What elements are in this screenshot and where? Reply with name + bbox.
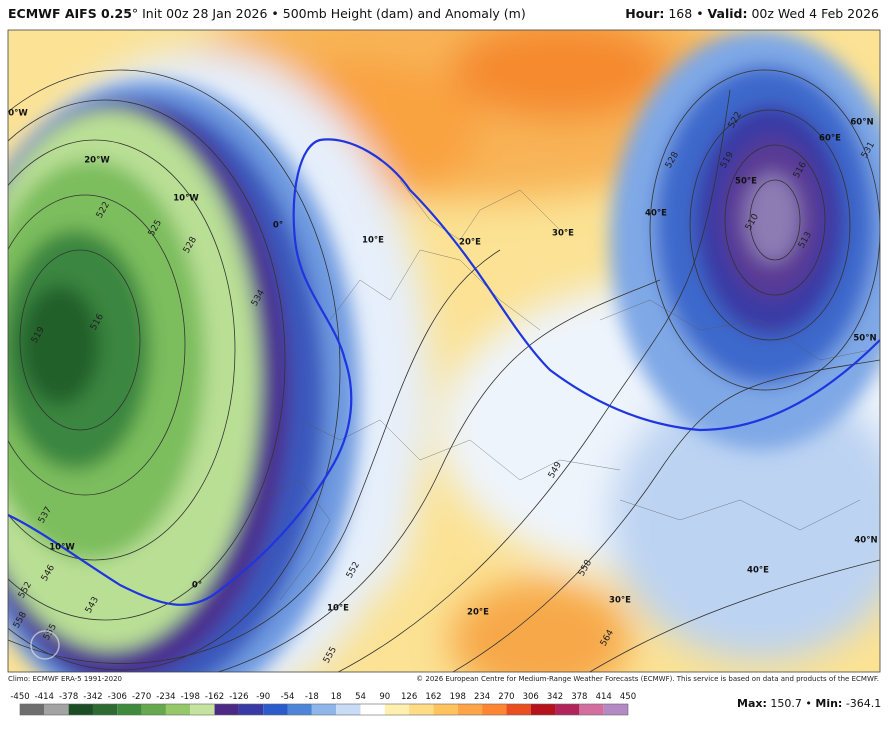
colorbar-segment [336,704,361,715]
grid-label: 60°E [819,134,841,144]
colorbar: -450 -414 -378 -342 -306 -270 -234 -198 -162 -126… [10,692,636,716]
colorbar-segment [433,704,458,715]
grid-label: 50°N [853,334,876,344]
colorbar-segment [287,704,312,715]
colorbar-tick-label: 234 [474,692,490,702]
colorbar-tick-label: -270 [132,692,151,702]
min: -364.1 [845,697,882,710]
logo [30,630,60,660]
colorbar-segment [360,704,385,715]
colorbar-tick-label: -198 [181,692,200,702]
colorbar-segment [263,704,288,715]
map-frame [7,29,881,673]
colorbar-segment [20,704,45,715]
colorbar-segment [482,704,507,715]
colorbar-tick-label: 18 [331,692,342,702]
colorbar-tick-label: 126 [401,692,417,702]
min-label: Min: [815,697,843,710]
climo-note: Climo: ECMWF ERA-5 1991-2020 [8,675,122,683]
colorbar-tick-label: 450 [620,692,636,702]
colorbar-tick-label: -18 [305,692,319,702]
colorbar-tick-label: -450 [10,692,29,702]
header-left: ECMWF AIFS 0.25° Init 00z 28 Jan 2026 • … [8,6,526,21]
colorbar-segment [311,704,337,715]
grid-label: 0° [273,221,283,231]
hour: 168 [668,6,693,21]
colorbar-tick-label: 90 [379,692,390,702]
grid-label: 10°W [49,543,75,553]
colorbar-tick-label: -90 [256,692,270,702]
grid-label: 10°E [362,236,384,246]
grid-label: 60°N [850,118,873,128]
grid-label: 40°E [645,209,667,219]
colorbar-segment [214,704,239,715]
colorbar-segment [190,704,215,715]
valid-label: Valid: [707,6,748,21]
grid-label: 20°W [84,156,110,166]
grid-label: 20°E [459,238,481,248]
colorbar-segment [68,704,93,715]
colorbar-tick-label: -234 [156,692,175,702]
grid-label: 40°E [747,566,769,576]
colorbar-segment [555,704,580,715]
colorbar-segment [117,704,142,715]
height-contours [8,69,880,672]
model: ECMWF AIFS 0.25 [8,6,132,21]
colorbar-tick-label: 54 [355,692,366,702]
colorbar-segment [409,704,434,715]
header-right: Hour: 168 • Valid: 00z Wed 4 Feb 2026 [625,6,879,21]
colorbar-tick-label: 198 [450,692,466,702]
colorbar-segment [238,704,264,715]
grid-label: 10°W [173,194,199,204]
colorbar-segment [530,704,556,715]
colorbar-segment [44,704,69,715]
colorbar-segment [457,704,483,715]
colorbar-tick-label: 306 [523,692,539,702]
grid-label: 30°E [609,596,631,606]
colorbar-tick-label: -378 [59,692,78,702]
grid-label: 20°E [467,608,489,618]
colorbar-tick-label: 378 [571,692,587,702]
colorbar-tick-label: 162 [425,692,441,702]
copyright: © 2026 European Centre for Medium-Range … [416,675,879,683]
colorbar-segment [92,704,118,715]
colorbar-segment [506,704,531,715]
colorbar-frame [19,703,629,716]
max: 150.7 [770,697,802,710]
colorbar-tick-label: 270 [498,692,514,702]
colorbar-tick-label: -162 [205,692,224,702]
grid-label: 30°E [552,229,574,239]
colorbar-tick-label: -306 [108,692,127,702]
colorbar-tick-label: -54 [281,692,295,702]
grid-label: 0° [192,581,202,591]
separator: • [805,697,812,710]
hour-label: Hour: [625,6,665,21]
stats: Max: 150.7 • Min: -364.1 [737,697,881,710]
grid-label: 40°N [854,536,877,546]
colorbar-tick-label: 342 [547,692,563,702]
colorbar-tick-label: 414 [596,692,612,702]
grid-label: 10°E [327,604,349,614]
colorbar-segment [384,704,410,715]
valid: 00z Wed 4 Feb 2026 [751,6,879,21]
max-label: Max: [737,697,767,710]
borders [259,179,871,601]
colorbar-tick-label: -342 [83,692,102,702]
colorbar-segment [165,704,191,715]
grid-label: 0°W [8,109,28,119]
colorbar-tick-label: -414 [35,692,54,702]
colorbar-segment [603,704,628,715]
colorbar-segment [579,704,604,715]
colorbar-tick-label: -126 [229,692,248,702]
init: ° Init 00z 28 Jan 2026 • 500mb Height (d… [131,6,526,21]
colorbar-segment [141,704,166,715]
separator: • [696,6,704,21]
grid-label: 50°E [735,177,757,187]
contour-540 [8,138,880,606]
